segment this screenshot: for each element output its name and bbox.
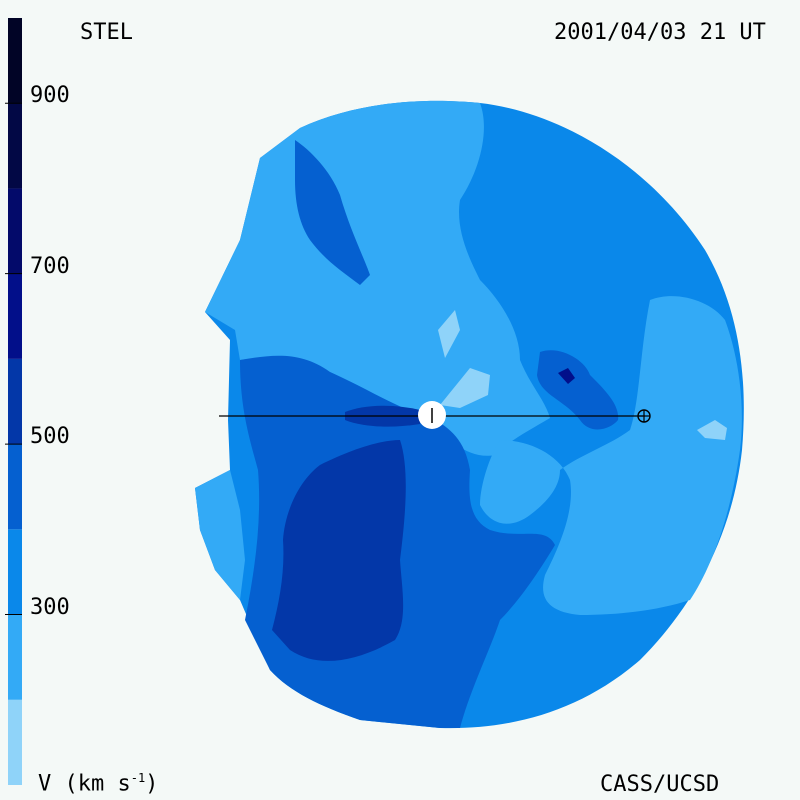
colorbar-band-8 [8, 103, 22, 189]
colorbar-title: V (km s-1) [38, 772, 158, 795]
colorbar [5, 18, 22, 785]
colorbar-title-exponent: -1 [130, 771, 146, 785]
slow-wind-region-east [480, 296, 742, 615]
slow-wind-region-west [195, 470, 245, 600]
colorbar-band-6 [8, 273, 22, 359]
colorbar-band-9 [8, 18, 22, 104]
colorbar-band-7 [8, 188, 22, 274]
slow-wind-spot-north [438, 310, 460, 358]
slow-wind-region-north [205, 100, 550, 456]
slow-wind-region-center [440, 368, 490, 408]
colorbar-band-4 [8, 444, 22, 530]
high-speed-core [272, 440, 406, 661]
earth-sun-line [219, 401, 651, 429]
colorbar-tick-label: 500 [30, 424, 70, 450]
colorbar-band-1 [8, 699, 22, 785]
colorbar-band-2 [8, 614, 22, 700]
colorbar-title-text: V (km s [38, 771, 131, 797]
fast-wind-spot-north [295, 140, 370, 285]
source-label: STEL [80, 20, 133, 45]
solar-wind-disk [195, 100, 744, 729]
colorbar-band-5 [8, 358, 22, 445]
colorbar-title-close: ) [145, 771, 159, 797]
credit-label: CASS/UCSD [600, 772, 720, 797]
colorbar-tick-label: 700 [30, 253, 70, 279]
colorbar-tick-label: 300 [30, 594, 70, 620]
slow-wind-region-east-tip [697, 420, 727, 440]
colorbar-tick-label: 900 [30, 83, 70, 109]
colorbar-band-3 [8, 529, 22, 615]
fast-wind-region-east [537, 350, 619, 430]
very-high-speed-spot [558, 368, 575, 384]
timestamp-label: 2001/04/03 21 UT [554, 20, 766, 45]
